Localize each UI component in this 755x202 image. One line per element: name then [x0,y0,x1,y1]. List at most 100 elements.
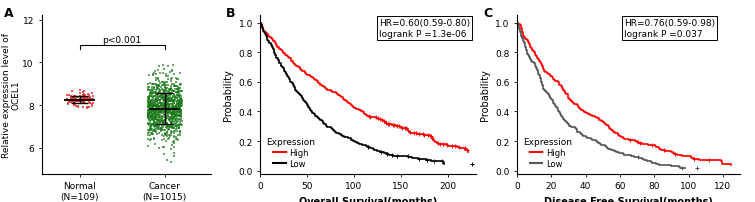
Point [174,83,186,86]
Point [146,104,159,107]
Point [153,96,165,99]
Point [143,102,155,105]
Point [61,98,73,101]
Point [69,95,81,99]
Point [149,95,161,98]
Point [165,70,177,73]
Point [175,109,187,112]
Point [168,106,180,109]
Point [175,119,187,123]
Point [171,125,183,128]
Point [148,110,160,114]
Point [65,96,77,99]
Point [162,109,174,113]
Point [168,108,180,112]
Point [154,110,166,113]
Point [159,85,171,88]
Point [156,111,168,114]
Point [160,103,172,107]
Point [161,92,173,95]
Legend: High, Low: High, Low [265,136,317,169]
Point [156,99,168,102]
Point [173,115,185,118]
Point [146,111,158,114]
Point [156,115,168,118]
Point [161,133,173,136]
Point [155,127,167,130]
Point [167,120,179,123]
Point [143,95,156,98]
Point [168,89,180,93]
Point [146,122,159,126]
Point [143,118,156,121]
Point [151,88,163,91]
Point [160,124,172,127]
Point [166,98,178,101]
Point [157,110,169,113]
Point [147,119,159,122]
Point [174,119,186,122]
Point [171,123,183,126]
Point [154,102,166,105]
Point [151,132,163,136]
Point [158,119,170,122]
Point [145,124,157,127]
Point [155,111,167,114]
Y-axis label: Relative expression level of
OCEL1: Relative expression level of OCEL1 [2,33,21,157]
Point [170,106,182,110]
Point [162,104,174,107]
Point [166,131,178,134]
Point [164,99,176,103]
Point [172,124,184,127]
Point [159,99,171,102]
Point [145,116,157,119]
Point [150,103,162,106]
Point [165,144,177,147]
Point [153,65,165,68]
Point [142,115,154,118]
Point [175,100,187,103]
Point [148,129,160,132]
Point [155,103,167,106]
Point [78,100,90,103]
Point [173,90,185,93]
Point [79,97,91,100]
Point [157,84,169,87]
Point [153,109,165,112]
Point [156,81,168,85]
Point [162,138,174,141]
Point [156,97,168,100]
Point [172,78,184,81]
Point [69,99,81,102]
Point [157,89,169,93]
Point [158,105,170,109]
Point [154,72,166,75]
Point [159,96,171,99]
Point [142,89,154,92]
Point [78,93,90,96]
Point [174,83,186,87]
Point [63,94,76,98]
Point [153,119,165,122]
Point [170,118,182,121]
Point [145,107,157,110]
Point [151,104,163,107]
Point [165,100,177,103]
Point [168,83,180,86]
Point [168,106,180,109]
Point [153,105,165,108]
Point [173,92,185,95]
Point [176,124,188,127]
Point [160,98,172,101]
Point [159,121,171,125]
Point [162,127,174,130]
Point [161,130,173,134]
Point [161,95,173,98]
Point [142,123,154,126]
Point [154,108,166,112]
Point [143,103,155,107]
Point [142,106,154,109]
Point [165,98,177,101]
Point [70,105,82,108]
Point [173,103,185,106]
